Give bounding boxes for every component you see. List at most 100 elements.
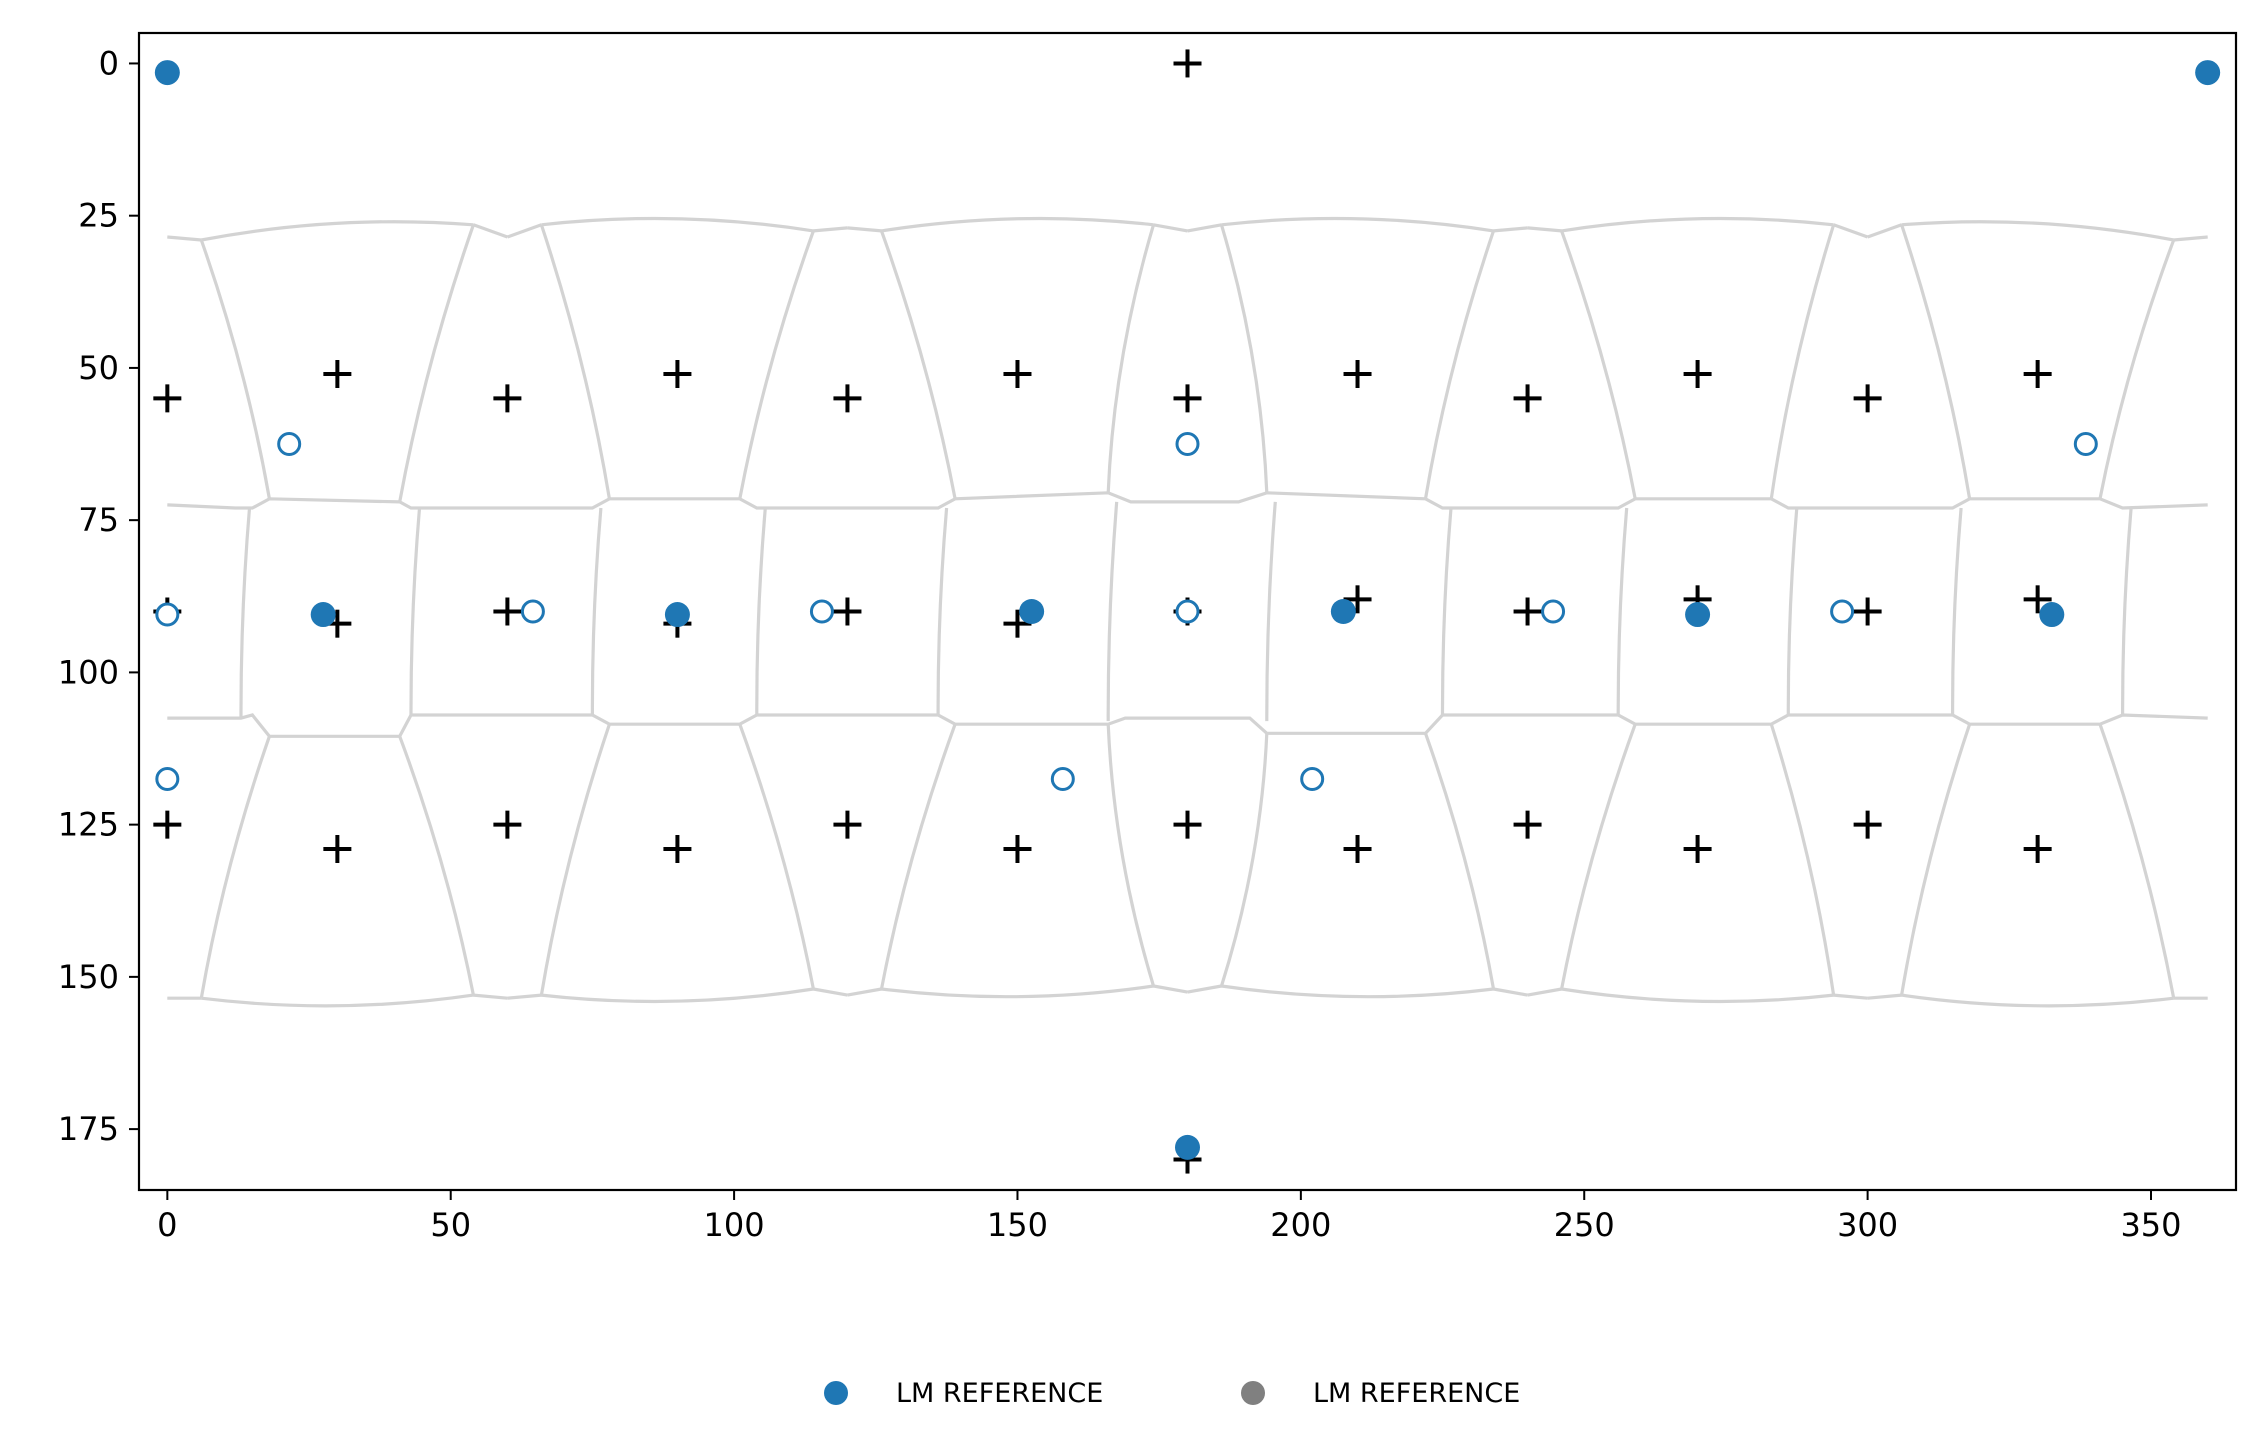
mesh-top-edge (472, 223, 508, 239)
plus-marker (2023, 360, 2052, 389)
open-point (1541, 599, 1566, 624)
mesh-middle-vertical (1440, 507, 1453, 716)
mesh-middle-vertical (409, 507, 422, 716)
filled-point (1685, 602, 1711, 628)
open-point (155, 766, 180, 791)
open-point (809, 599, 834, 624)
mesh-middle-vertical (590, 507, 603, 716)
plus-marker (493, 810, 522, 839)
mesh-lines (167, 216, 2208, 1008)
plus-marker (1343, 834, 1372, 863)
mesh-lower-vertical (879, 723, 957, 990)
legend-label: LM REFERENCE (1313, 1378, 1520, 1409)
plus-marker (1343, 585, 1372, 614)
mesh-middle-vertical (1950, 507, 1963, 716)
mesh-upper-vertical (2098, 239, 2176, 500)
open-point (1175, 599, 1200, 624)
mesh-top-edge (167, 235, 202, 242)
mesh-bottom-edge (1493, 987, 1528, 997)
filled-point (664, 602, 690, 628)
plus-marker (1683, 834, 1712, 863)
filled-point (2039, 602, 2065, 628)
mesh-upper-vertical (1900, 224, 1972, 500)
y-tick-label: 75 (78, 501, 119, 539)
mesh-middle-top-edge (167, 491, 2208, 510)
x-tick-label: 250 (1554, 1206, 1615, 1244)
filled-point (154, 60, 180, 86)
plus-marker (1003, 609, 1032, 638)
mesh-top-edge (1901, 220, 2174, 242)
filled-point (2195, 60, 2221, 86)
mesh-middle-vertical (936, 507, 949, 716)
mesh-top-edge (201, 220, 474, 242)
plus-marker (1513, 810, 1542, 839)
plus-marker (833, 384, 862, 413)
y-tick-label: 150 (58, 958, 119, 996)
mesh-bottom-edge (1901, 993, 2174, 1008)
x-axis: 0 50 100 150 200 250 300 350 (157, 1190, 2182, 1244)
plus-marker (153, 384, 182, 413)
mesh-upper-vertical (539, 224, 611, 500)
filled-markers (154, 60, 2221, 1160)
mesh-bottom-edge (1221, 984, 1494, 999)
plus-marker (2023, 834, 2052, 863)
y-tick-label: 175 (58, 1110, 119, 1148)
open-point (520, 599, 545, 624)
x-tick-label: 50 (430, 1206, 471, 1244)
mesh-top-edge (1867, 223, 1903, 239)
plot-frame (137, 31, 2238, 1192)
x-tick-label: 0 (157, 1206, 177, 1244)
mesh-bottom-edge (1187, 984, 1222, 994)
plus-marker (1683, 360, 1712, 389)
mesh-middle-bottom-edge (167, 713, 2208, 738)
y-tick-label: 0 (99, 44, 119, 82)
y-tick-label: 25 (78, 197, 119, 235)
plus-marker (833, 810, 862, 839)
mesh-top-edge (506, 223, 542, 239)
open-point (1300, 766, 1325, 791)
plus-marker (1173, 49, 1202, 78)
mesh-lower-vertical (1560, 723, 1637, 990)
mesh-lower-vertical (1106, 724, 1156, 987)
mesh-top-edge (1527, 226, 1562, 233)
legend-entry: LM REFERENCE (1241, 1378, 1520, 1409)
plus-marker (1173, 810, 1202, 839)
y-tick-label: 125 (58, 806, 119, 844)
mesh-upper-vertical (1219, 224, 1269, 493)
legend-marker (1241, 1381, 1265, 1405)
mesh-lower-vertical (1219, 733, 1269, 987)
legend-label: LM REFERENCE (896, 1378, 1103, 1409)
x-tick-label: 300 (1837, 1206, 1898, 1244)
open-point (2073, 432, 2098, 457)
plus-marker (323, 834, 352, 863)
filled-point (1330, 599, 1356, 624)
mesh-bottom-edge (813, 987, 848, 997)
mesh-bottom-edge (507, 993, 542, 1000)
open-markers (155, 432, 2098, 791)
filled-point (1019, 599, 1045, 624)
mesh-lower-vertical (199, 735, 271, 999)
mesh-top-edge (1493, 226, 1528, 233)
y-tick-label: 100 (58, 653, 119, 691)
mesh-top-edge (847, 226, 882, 233)
mesh-top-edge (813, 226, 848, 233)
y-axis: 0 25 50 75 100 125 150 175 (58, 44, 139, 1148)
plus-marker (2023, 585, 2052, 614)
legend-marker (824, 1381, 848, 1405)
mesh-lower-vertical (398, 735, 475, 996)
plus-marker (663, 834, 692, 863)
mesh-bottom-edge (1833, 993, 1868, 1000)
mesh-middle-vertical (2120, 507, 2133, 716)
mesh-upper-vertical (398, 224, 475, 503)
x-tick-label: 350 (2120, 1206, 2181, 1244)
mesh-bottom-edge (847, 987, 882, 997)
plus-marker (323, 360, 352, 389)
plus-marker (1853, 384, 1882, 413)
mesh-upper-vertical (1106, 224, 1156, 493)
mesh-top-edge (2173, 235, 2208, 242)
mesh-bottom-edge (541, 987, 814, 1004)
plus-marker (1513, 597, 1542, 626)
mesh-bottom-edge (201, 993, 474, 1008)
plus-marker (493, 597, 522, 626)
mesh-lower-vertical (1900, 723, 1972, 996)
